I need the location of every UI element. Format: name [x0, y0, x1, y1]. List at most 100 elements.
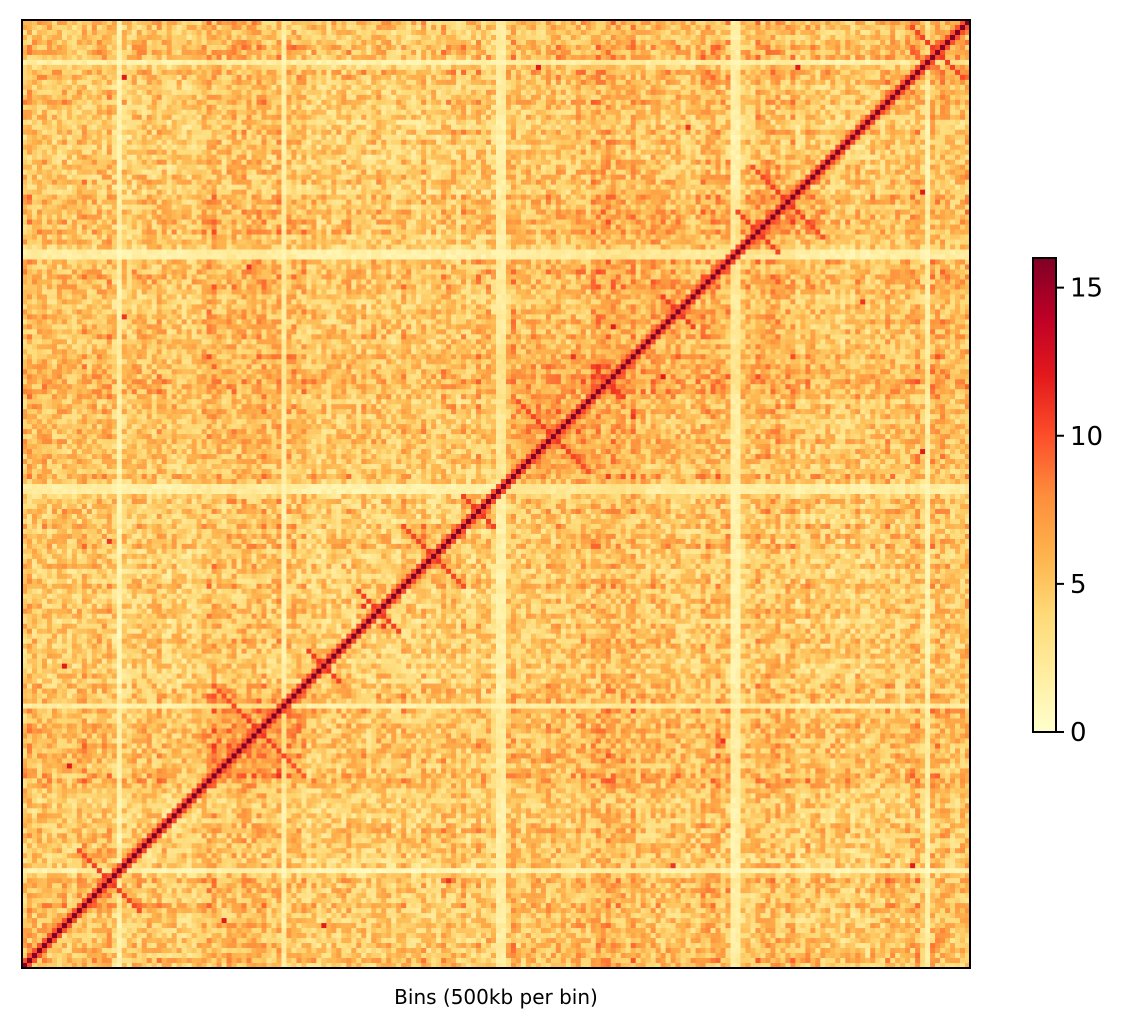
heatmap-cell [835, 139, 841, 146]
heatmap-cell [790, 144, 796, 151]
heatmap-cell [376, 29, 382, 36]
heatmap-cell [156, 39, 163, 46]
heatmap-cell [201, 124, 208, 131]
heatmap-cell [141, 134, 148, 141]
heatmap-cell [461, 44, 467, 51]
heatmap-cell [605, 49, 612, 56]
heatmap-cell [670, 39, 677, 46]
heatmap-cell [750, 20, 757, 26]
heatmap-cell [391, 99, 397, 106]
heatmap-cell [810, 119, 816, 126]
heatmap-cell [835, 44, 841, 51]
heatmap-cell [186, 129, 193, 136]
heatmap-cell [221, 29, 228, 36]
heatmap-cell [825, 79, 831, 86]
heatmap-cell [226, 119, 233, 126]
heatmap-cell [216, 29, 223, 36]
heatmap-cell [351, 99, 357, 106]
heatmap-cell [790, 134, 796, 141]
heatmap-cell [505, 69, 512, 76]
heatmap-cell [46, 144, 53, 151]
heatmap-cell [261, 84, 268, 91]
heatmap-cell [131, 149, 138, 156]
heatmap-cell [745, 139, 752, 146]
heatmap-cell [590, 79, 597, 86]
heatmap-cell [411, 139, 417, 146]
heatmap-cell [161, 139, 168, 146]
heatmap-cell [640, 44, 647, 51]
heatmap-cell [935, 134, 941, 141]
heatmap-cell [785, 124, 791, 131]
heatmap-cell [875, 20, 881, 26]
heatmap-cell [830, 139, 836, 146]
heatmap-cell [441, 109, 447, 116]
heatmap-cell [166, 49, 173, 56]
heatmap-cell [655, 20, 662, 26]
heatmap-cell [331, 20, 337, 26]
heatmap-cell [830, 99, 836, 106]
heatmap-cell [950, 79, 956, 86]
heatmap-cell [341, 114, 347, 121]
heatmap-cell [221, 20, 228, 26]
heatmap-cell [71, 44, 78, 51]
heatmap-cell [31, 39, 38, 46]
heatmap-cell [136, 64, 143, 71]
heatmap-cell [905, 74, 911, 81]
heatmap-cell [800, 49, 806, 56]
heatmap-cell [406, 79, 412, 86]
heatmap-cell [730, 49, 737, 56]
heatmap-cell [810, 144, 816, 151]
heatmap-cell [336, 99, 342, 106]
heatmap-cell [780, 89, 786, 96]
heatmap-cell [700, 144, 707, 151]
heatmap-cell [620, 99, 627, 106]
heatmap-cell [51, 34, 58, 41]
heatmap-cell [720, 44, 727, 51]
heatmap-cell [555, 64, 562, 71]
heatmap-cell [61, 49, 68, 56]
heatmap-cell [106, 94, 113, 101]
heatmap-cell [106, 29, 113, 36]
heatmap-cell [191, 34, 198, 41]
heatmap-cell [221, 149, 228, 156]
heatmap-cell [221, 124, 228, 131]
heatmap-cell [575, 104, 582, 111]
heatmap-cell [476, 134, 482, 141]
heatmap-cell [266, 94, 273, 101]
heatmap-cell [895, 109, 901, 116]
heatmap-cell [595, 124, 602, 131]
heatmap-cell [311, 84, 317, 91]
heatmap-cell [201, 94, 208, 101]
heatmap-cell [735, 129, 742, 136]
heatmap-cell [486, 44, 492, 51]
heatmap-cell [755, 44, 762, 51]
heatmap-cell [945, 24, 951, 31]
heatmap-cell [930, 109, 936, 116]
heatmap-cell [22, 69, 28, 76]
heatmap-cell [151, 99, 158, 106]
heatmap-cell [61, 134, 68, 141]
heatmap-cell [845, 139, 851, 146]
heatmap-cell [286, 149, 293, 156]
heatmap-cell [416, 144, 422, 151]
heatmap-cell [800, 84, 806, 91]
heatmap-cell [321, 74, 327, 81]
heatmap-cell [575, 49, 582, 56]
heatmap-cell [236, 104, 243, 111]
heatmap-cell [41, 84, 48, 91]
heatmap-cell [955, 124, 961, 131]
heatmap-cell [136, 24, 143, 31]
heatmap-cell [251, 69, 258, 76]
heatmap-cell [700, 29, 707, 36]
heatmap-cell [196, 64, 203, 71]
heatmap-cell [505, 119, 512, 126]
heatmap-cell [466, 109, 472, 116]
heatmap-cell [331, 59, 337, 66]
heatmap-cell [550, 124, 557, 131]
heatmap-cell [565, 29, 572, 36]
heatmap-cell [476, 74, 482, 81]
heatmap-cell [585, 104, 592, 111]
heatmap-cell [166, 124, 173, 131]
heatmap-cell [880, 129, 886, 136]
heatmap-cell [820, 94, 826, 101]
